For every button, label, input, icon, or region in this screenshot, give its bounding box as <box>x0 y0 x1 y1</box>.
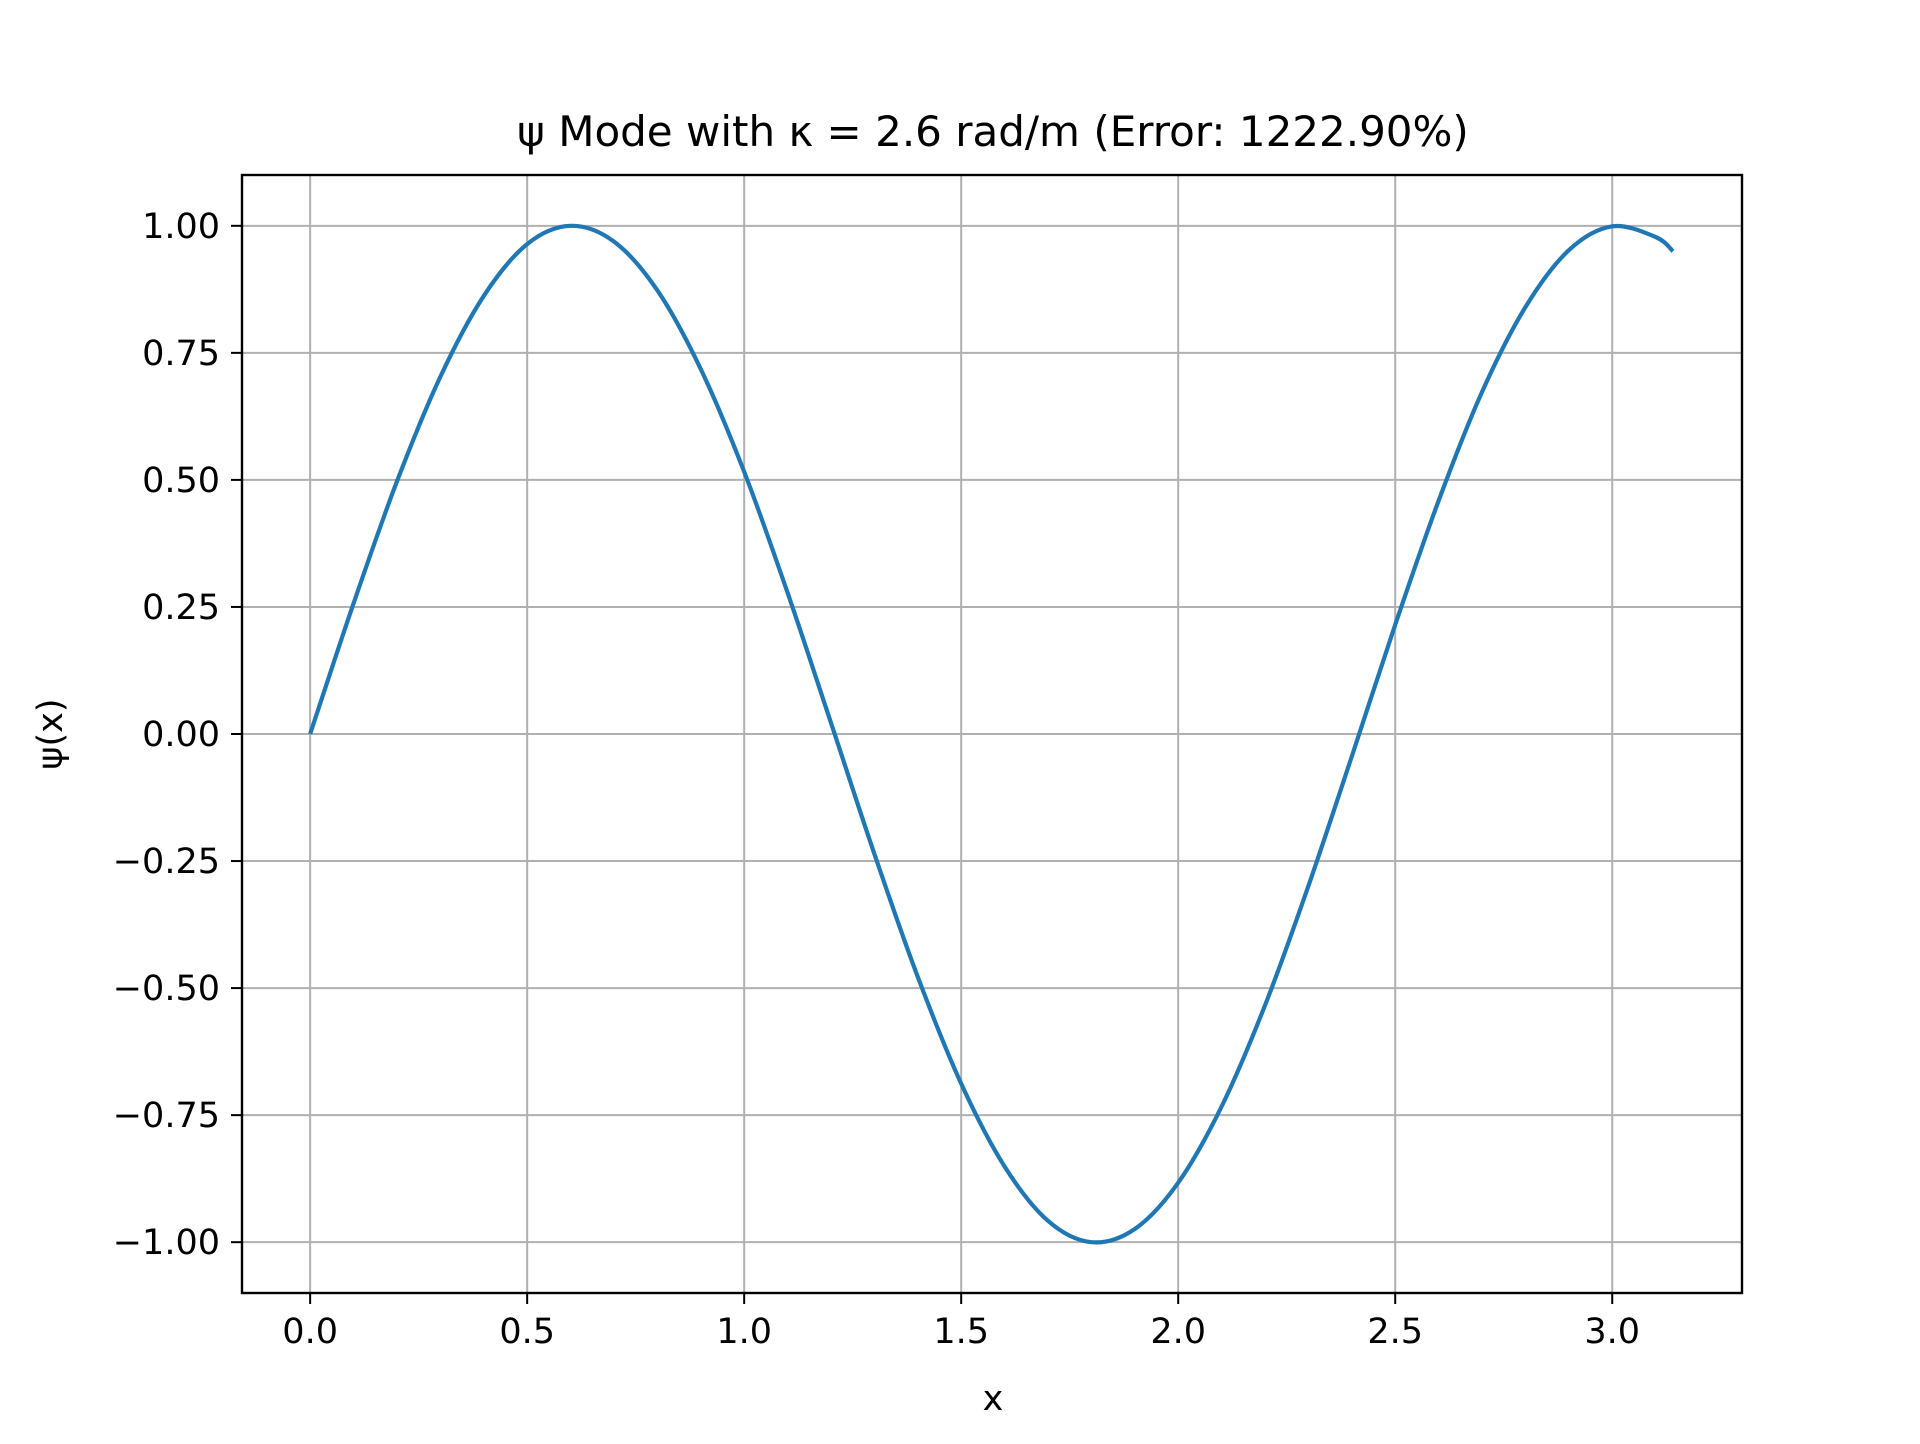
x-tick-label: 2.5 <box>1367 1312 1423 1352</box>
y-tick-label: −0.75 <box>113 1096 220 1136</box>
y-tick-label: −0.25 <box>113 842 220 882</box>
y-tick-label: −1.00 <box>113 1223 220 1263</box>
series-layer <box>308 223 1675 1245</box>
x-tick-label: 0.5 <box>499 1312 555 1352</box>
x-tick-label: 1.5 <box>933 1312 989 1352</box>
grid <box>242 175 1742 1293</box>
y-tick-label: 1.00 <box>142 207 220 247</box>
y-tick-label: −0.50 <box>113 969 220 1009</box>
x-tick-label: 1.0 <box>716 1312 772 1352</box>
y-tick-label: 0.00 <box>142 715 220 755</box>
x-tick-label: 0.0 <box>282 1312 338 1352</box>
y-tick-label: 0.25 <box>142 588 220 628</box>
x-tick-label: 2.0 <box>1150 1312 1206 1352</box>
y-tick-label: 0.75 <box>142 334 220 374</box>
y-tick-label: 0.50 <box>142 461 220 501</box>
x-axis-label: x <box>983 1379 1004 1419</box>
series-line <box>308 223 1675 1245</box>
x-tick-label: 3.0 <box>1584 1312 1640 1352</box>
ticks: 0.0 0.5 1.0 1.5 2.0 2.5 3.0 1.00 0.75 0.50 0.25 0.0… <box>113 207 1640 1352</box>
y-axis-label: ψ(x) <box>31 698 71 769</box>
chart-title: ψ Mode with κ = 2.6 rad/m (Error: 1222.9… <box>517 107 1469 156</box>
